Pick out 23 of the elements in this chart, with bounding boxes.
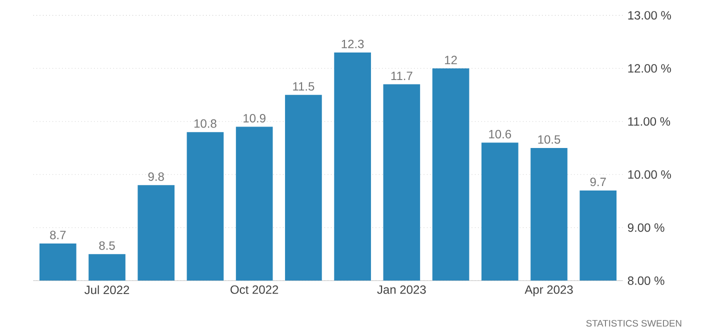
data-label: 10.9 xyxy=(244,114,266,123)
data-label: 11.7 xyxy=(391,72,412,80)
x-tick-label: Oct 2022 xyxy=(230,285,278,294)
data-label: 10.5 xyxy=(538,135,560,144)
y-tick-label: 10.00 % xyxy=(628,170,671,179)
y-tick-label: 8.00 % xyxy=(628,276,664,285)
data-label: 11.5 xyxy=(293,82,314,91)
y-tick-label: 12.00 % xyxy=(628,64,671,73)
data-label: 8.5 xyxy=(99,241,115,250)
text: STATISTICS SWEDEN xyxy=(586,320,682,327)
data-label: 10.8 xyxy=(194,119,216,128)
x-tick-label: Jan 2023 xyxy=(377,285,426,294)
x-tick-label: Jul 2022 xyxy=(84,285,130,294)
data-label: 9.7 xyxy=(590,178,606,186)
data-label: 10.6 xyxy=(489,130,512,138)
data-label: 9.8 xyxy=(148,172,164,181)
y-tick-label: 9.00 % xyxy=(628,223,664,232)
x-tick-label: Apr 2023 xyxy=(524,285,573,296)
y-tick-label: 13.00 % xyxy=(628,11,671,20)
y-tick-label: 11.00 % xyxy=(628,117,670,126)
data-label: 12 xyxy=(445,56,457,64)
data-label: 8.7 xyxy=(50,230,66,240)
data-label: 12.3 xyxy=(342,40,364,48)
